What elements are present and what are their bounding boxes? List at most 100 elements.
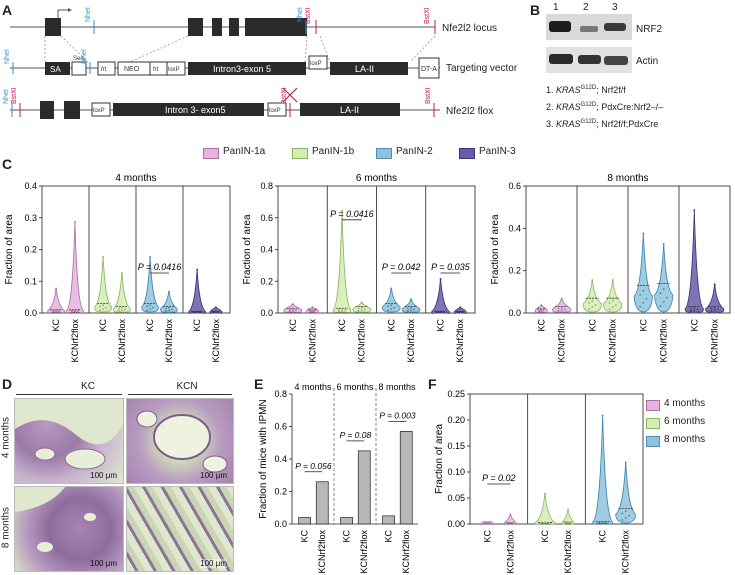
x-tick-label: KCNrf2flox: [563, 530, 573, 574]
exon-box: [45, 18, 61, 36]
histology-image-kcn-8m: 100 μm: [126, 486, 234, 572]
plot-frame: [469, 393, 644, 525]
x-tick-label: KCNrf2flox: [357, 319, 367, 363]
data-point: [168, 306, 170, 309]
locus-label: Nfe2l2 locus: [442, 23, 497, 34]
y-tick-label: 0.0: [260, 308, 273, 318]
x-tick-label: KC: [436, 319, 446, 332]
data-point: [615, 304, 617, 306]
data-point: [540, 521, 543, 524]
bstxi-site-label: BstXI: [305, 7, 312, 24]
data-point: [588, 302, 590, 304]
data-point: [341, 209, 343, 212]
chart-title: 8 months: [607, 173, 648, 184]
x-tick-label: KC: [145, 319, 155, 332]
x-tick-label: KC: [482, 530, 492, 543]
panel-d-label: D: [2, 376, 13, 392]
data-point: [311, 306, 314, 309]
neo-box: NEO: [124, 66, 140, 73]
data-point: [360, 306, 363, 309]
bstxi-site-label: BstXI: [425, 87, 432, 104]
data-point: [509, 522, 512, 524]
x-tick-label: KCNrf2flox: [401, 530, 411, 574]
data-point: [594, 304, 597, 306]
data-point: [410, 306, 412, 309]
histology-image-kc-4m: 100 μm: [14, 398, 124, 484]
data-point: [390, 287, 393, 290]
y-tick-label: 0.8: [260, 181, 273, 191]
p-value-label: P = 0.08: [340, 430, 372, 440]
data-point: [338, 308, 340, 311]
violin-shape: [615, 461, 637, 524]
data-point: [621, 512, 624, 515]
x-tick-label: KCNrf2flox: [117, 319, 127, 363]
genotype-item: 2. KRASG12D; PdxCre:Nrf2–/–: [546, 102, 664, 112]
data-point: [196, 310, 199, 313]
data-point: [118, 307, 120, 310]
y-tick-label: 0.2: [260, 276, 273, 286]
data-point: [461, 310, 464, 313]
nhei-site-label: NheI: [297, 7, 304, 22]
x-tick-label: KCNrf2flox: [505, 530, 515, 574]
loxp-box: loxP: [269, 108, 281, 114]
legend-label: 8 months: [664, 434, 706, 445]
x-tick-label: KCNrf2flox: [359, 530, 369, 574]
data-point: [313, 310, 316, 312]
x-tick-label: KCNrf2flox: [621, 530, 631, 574]
y-axis-label: Fraction of area: [242, 214, 253, 284]
data-point: [121, 271, 123, 274]
violin-shape: [431, 278, 450, 314]
y-tick-label: 0.0: [274, 519, 287, 529]
legend-label: PanIN-1b: [312, 146, 355, 157]
x-tick-label: KC: [540, 530, 550, 543]
x-tick-label: KCNrf2flox: [406, 319, 416, 363]
targeting-vector-label: Targeting vector: [446, 63, 518, 74]
data-point: [567, 521, 569, 524]
panel-a-label: A: [2, 2, 13, 18]
data-point: [662, 301, 665, 303]
data-point: [291, 309, 294, 312]
data-point: [645, 297, 648, 300]
frt-box: frt: [101, 67, 107, 73]
data-point: [288, 310, 291, 313]
x-tick-label: KC: [342, 530, 352, 543]
p-value-label: P = 0.0416: [138, 262, 181, 272]
data-point: [507, 522, 510, 524]
violin-shape: [705, 283, 725, 313]
data-point: [294, 309, 297, 312]
data-point: [538, 310, 541, 313]
legend-swatch: [646, 436, 660, 447]
data-point: [74, 221, 76, 223]
nrf2-band-label: NRF2: [636, 24, 663, 35]
data-point: [542, 309, 545, 312]
lane-label: 3: [612, 2, 618, 13]
violin-shape: [332, 209, 352, 313]
data-point: [639, 305, 641, 308]
data-point: [406, 307, 409, 310]
deleted-site-icon: [282, 87, 298, 103]
row-label-wrap: 4 months: [0, 392, 12, 482]
y-tick-label: 0.15: [447, 441, 465, 451]
data-point: [413, 308, 415, 311]
bar: [315, 481, 329, 525]
legend-label: PanIN-1a: [223, 146, 266, 157]
violin-shape: [603, 279, 623, 313]
nhei-site-label: NheI: [4, 49, 11, 64]
data-point: [363, 308, 366, 311]
y-tick-label: 0.4: [508, 223, 521, 233]
scale-bar-label: 100 μm: [200, 471, 227, 480]
violin-shape: [633, 232, 653, 313]
data-point: [457, 310, 460, 313]
data-point: [390, 308, 393, 310]
legend-swatch: [459, 148, 475, 159]
x-tick-label: KC: [598, 530, 608, 543]
data-point: [360, 301, 363, 304]
legend-swatch: [376, 148, 392, 159]
legend-swatch: [292, 148, 308, 159]
data-point: [713, 306, 716, 309]
data-point: [215, 306, 217, 309]
data-point: [628, 514, 631, 517]
violin-shape: [552, 296, 572, 313]
data-point: [591, 306, 594, 309]
group-label: 6 months: [336, 382, 374, 392]
